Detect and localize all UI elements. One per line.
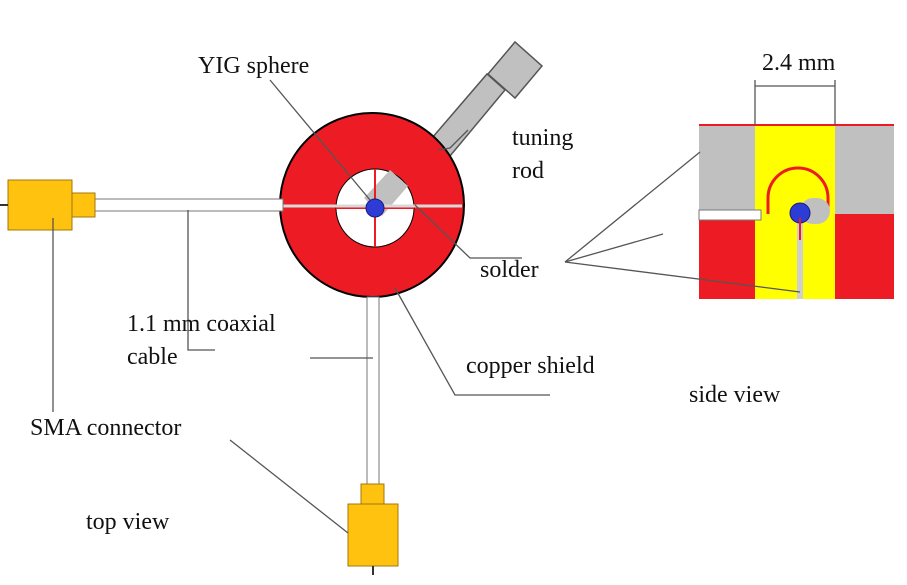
label-side-view: side view [689, 382, 781, 408]
label-tuning-rod-line2: rod [512, 158, 544, 184]
label-coax-line1: 1.1 mm coaxial [127, 311, 276, 337]
leader-lines-side [564, 151, 801, 293]
side-view-drawing [698, 124, 894, 299]
sma-connector-bottom [347, 483, 399, 575]
label-yig-sphere: YIG sphere [198, 53, 309, 79]
label-top-view: top view [86, 509, 170, 535]
leader-lines-top [52, 79, 550, 534]
label-solder: solder [480, 257, 539, 283]
label-sma-connector: SMA connector [30, 415, 181, 441]
yig-sphere-top [365, 198, 385, 218]
coax-cable-horizontal [94, 198, 284, 212]
dimension-marker [754, 80, 836, 125]
label-copper-shield: copper shield [466, 353, 595, 379]
label-dimension: 2.4 mm [762, 50, 836, 76]
sma-connector-left [0, 179, 96, 231]
coax-cable-vertical [366, 296, 380, 485]
label-coax-line2: cable [127, 344, 178, 370]
label-tuning-rod-line1: tuning [512, 125, 573, 151]
